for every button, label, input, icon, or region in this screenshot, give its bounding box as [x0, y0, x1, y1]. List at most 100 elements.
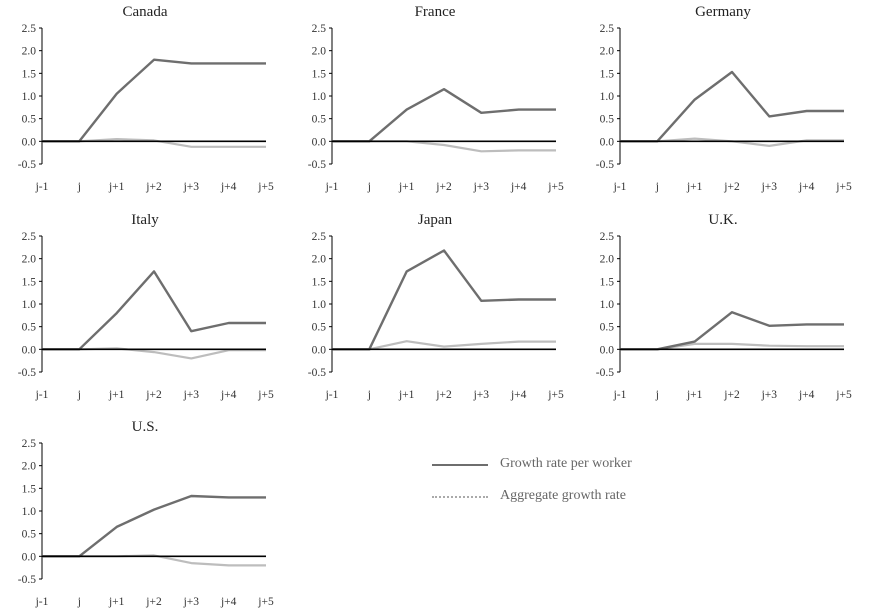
panel-germany: Germany 2.5 2.0 1.5 1.0 0.5 0.0 -0.5 j-1 j j+1 j+2…: [578, 0, 868, 200]
x-tick-label: j+4: [798, 181, 815, 193]
y-tick-label: -0.5: [18, 159, 36, 171]
x-tick-label: j+1: [398, 389, 415, 401]
panel-france: France 2.5 2.0 1.5 1.0 0.5 0.0 -0.5 j-1 j j+1 j+2 j…: [290, 0, 580, 200]
y-tick-label: 0.5: [312, 114, 327, 126]
series-per-worker: [42, 494, 266, 558]
x-tick-label: j: [655, 389, 659, 401]
legend-swatch-per-worker: [432, 464, 488, 466]
chart-svg: 2.5 2.0 1.5 1.0 0.5 0.0 -0.5 j-1 j j+1 j+2 j+3 j+4 j+…: [18, 23, 274, 193]
y-tick-label: 2.5: [312, 231, 327, 243]
x-tick-label: j+2: [145, 389, 162, 401]
y-tick-label: 1.5: [600, 276, 615, 288]
x-tick-label: j-1: [35, 596, 49, 608]
y-tick-label: 1.0: [312, 91, 327, 103]
x-tick-label: j+5: [257, 596, 274, 608]
x-tick-label: j+4: [220, 389, 237, 401]
panel-us: U.S. 2.5 2.0 1.5 1.0 0.5 0.0 -0.5 j-1 j j+1 j+2 j+3…: [0, 415, 290, 615]
y-tick-label: 0.0: [22, 551, 37, 563]
y-tick-label: 2.5: [22, 438, 37, 450]
x-tick-label: j-1: [325, 181, 339, 193]
y-tick-label: 2.5: [312, 23, 327, 35]
y-tick-label: 0.0: [600, 136, 615, 148]
panel-japan: Japan 2.5 2.0 1.5 1.0 0.5 0.0 -0.5 j-1 j j+1 j+2 j+…: [290, 208, 580, 408]
y-tick-label: 1.0: [22, 299, 37, 311]
panel-title: Japan: [417, 212, 453, 228]
x-tick-label: j+4: [220, 596, 237, 608]
x-tick-label: j+5: [257, 181, 274, 193]
panel-italy: Italy 2.5 2.0 1.5 1.0 0.5 0.0 -0.5 j-1 j j+1 j+2 j+…: [0, 208, 290, 408]
y-tick-label: -0.5: [18, 367, 36, 379]
y-tick-label: 1.5: [312, 276, 327, 288]
x-tick-label: j+1: [686, 389, 703, 401]
legend: Growth rate per worker Aggregate growth …: [430, 455, 750, 515]
y-tick-label: 2.5: [600, 23, 615, 35]
x-tick-label: j+3: [473, 389, 490, 401]
y-tick-label: 0.5: [312, 322, 327, 334]
y-tick-label: 2.0: [22, 46, 37, 58]
x-tick-label: j+1: [108, 181, 125, 193]
y-tick-label: 0.5: [600, 322, 615, 334]
series-per-worker: [332, 249, 556, 351]
y-tick-label: 1.0: [600, 91, 615, 103]
legend-swatch-aggregate: [432, 496, 488, 498]
x-tick-label: j+3: [183, 389, 200, 401]
series-aggregate: [332, 140, 556, 153]
x-tick-label: j: [77, 596, 81, 608]
legend-item-aggregate: Aggregate growth rate: [430, 487, 750, 507]
x-tick-label: j-1: [35, 389, 49, 401]
y-tick-label: 1.0: [22, 91, 37, 103]
chart-svg: 2.5 2.0 1.5 1.0 0.5 0.0 -0.5 j-1 j j+1 j+2 j+3 j+4 j+…: [596, 231, 852, 401]
panel-title: France: [414, 4, 456, 20]
panel-title: Italy: [131, 212, 159, 228]
x-tick-label: j+2: [145, 181, 162, 193]
chart-svg: 2.5 2.0 1.5 1.0 0.5 0.0 -0.5 j-1 j j+1 j+2 j+3 j+4 j+…: [308, 23, 564, 193]
x-tick-label: j: [367, 181, 371, 193]
x-tick-label: j+1: [108, 389, 125, 401]
x-tick-label: j-1: [325, 389, 339, 401]
x-tick-label: j+4: [510, 389, 527, 401]
y-tick-label: 0.0: [312, 344, 327, 356]
x-tick-label: j+3: [473, 181, 490, 193]
legend-label: Growth rate per worker: [500, 456, 632, 471]
y-tick-label: 0.5: [22, 114, 37, 126]
y-tick-label: 2.5: [22, 231, 37, 243]
x-tick-label: j-1: [35, 181, 49, 193]
chart-svg: 2.5 2.0 1.5 1.0 0.5 0.0 -0.5 j-1 j j+1 j+2 j+3 j+4 j+…: [18, 438, 274, 608]
series-aggregate: [332, 340, 556, 351]
y-tick-label: 1.0: [312, 299, 327, 311]
series-per-worker: [42, 270, 266, 351]
y-tick-label: 2.0: [312, 254, 327, 266]
y-tick-label: 1.5: [22, 276, 37, 288]
x-tick-label: j+1: [686, 181, 703, 193]
x-tick-label: j+2: [435, 181, 452, 193]
y-tick-label: 2.0: [600, 254, 615, 266]
x-tick-label: j+5: [835, 181, 852, 193]
panel-title: U.S.: [131, 419, 159, 435]
legend-item-per-worker: Growth rate per worker: [430, 455, 750, 475]
y-tick-label: -0.5: [596, 159, 614, 171]
x-tick-label: j+2: [435, 389, 452, 401]
y-tick-label: 1.5: [600, 68, 615, 80]
y-tick-label: 0.5: [22, 529, 37, 541]
y-tick-label: 2.5: [600, 231, 615, 243]
x-tick-label: j: [77, 181, 81, 193]
y-tick-label: 1.5: [312, 68, 327, 80]
y-tick-label: -0.5: [308, 159, 326, 171]
x-tick-label: j+2: [145, 596, 162, 608]
y-tick-label: 2.0: [600, 46, 615, 58]
chart-svg: 2.5 2.0 1.5 1.0 0.5 0.0 -0.5 j-1 j j+1 j+2 j+3 j+4 j+…: [308, 231, 564, 401]
y-tick-label: -0.5: [308, 367, 326, 379]
y-tick-label: 1.0: [22, 506, 37, 518]
series-per-worker: [332, 87, 556, 143]
y-tick-label: 0.5: [22, 322, 37, 334]
legend-label: Aggregate growth rate: [500, 488, 626, 503]
x-tick-label: j+4: [220, 181, 237, 193]
series-per-worker: [620, 70, 844, 143]
x-tick-label: j-1: [613, 181, 627, 193]
chart-svg: 2.5 2.0 1.5 1.0 0.5 0.0 -0.5 j-1 j j+1 j+2 j+3 j+4 j+…: [596, 23, 852, 193]
x-tick-label: j-1: [613, 389, 627, 401]
x-tick-label: j+3: [761, 181, 778, 193]
y-tick-label: 2.5: [22, 23, 37, 35]
x-tick-label: j: [367, 389, 371, 401]
y-tick-label: -0.5: [18, 574, 36, 586]
